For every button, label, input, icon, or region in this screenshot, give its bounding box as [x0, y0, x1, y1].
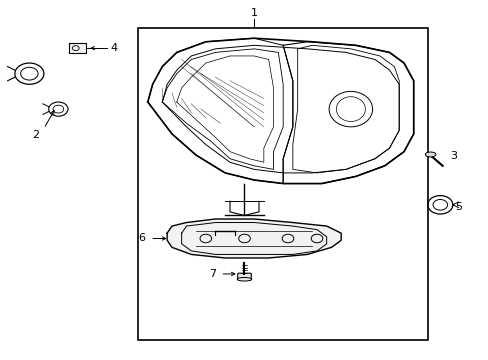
Ellipse shape: [237, 278, 251, 281]
Polygon shape: [167, 219, 341, 258]
Text: 4: 4: [110, 43, 117, 53]
Text: 5: 5: [454, 202, 461, 212]
FancyBboxPatch shape: [237, 273, 251, 280]
Ellipse shape: [425, 152, 435, 157]
Text: 1: 1: [250, 8, 257, 18]
Text: 6: 6: [138, 234, 145, 243]
Text: 7: 7: [209, 269, 216, 279]
Polygon shape: [147, 38, 413, 184]
Bar: [138, 28, 427, 339]
Text: 3: 3: [449, 151, 456, 161]
Text: 2: 2: [32, 130, 39, 140]
Bar: [69, 43, 86, 54]
